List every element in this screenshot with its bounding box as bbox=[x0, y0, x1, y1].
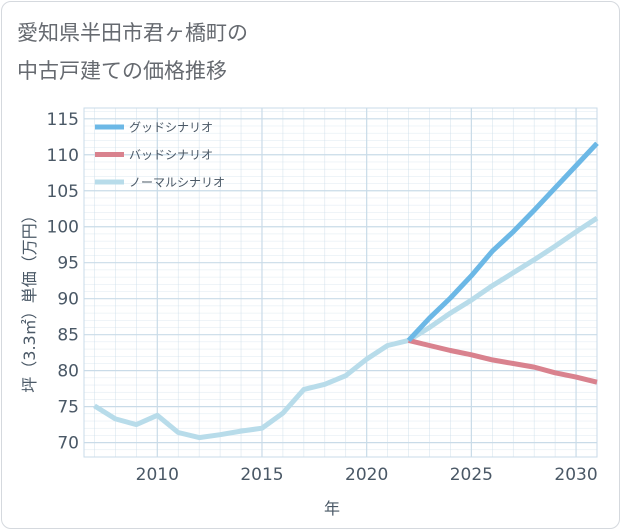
y-tick-label: 95 bbox=[57, 254, 79, 274]
chart-title-line-1: 愛知県半田市君ヶ橋町の bbox=[17, 21, 248, 45]
x-tick-label: 2030 bbox=[554, 465, 597, 485]
series-lines bbox=[93, 141, 599, 441]
y-tick-label: 105 bbox=[47, 182, 79, 202]
grid-lines bbox=[83, 107, 598, 458]
x-axis-ticks: 2010 2015 2020 2025 2030 bbox=[136, 465, 598, 485]
series-line-0 bbox=[406, 141, 599, 343]
chart-title-line-2: 中古戸建ての価格推移 bbox=[17, 59, 227, 83]
y-axis-label: 坪（3.3㎡）単価（万円） bbox=[20, 207, 39, 392]
x-tick-label: 2025 bbox=[450, 465, 493, 485]
y-tick-label: 70 bbox=[57, 434, 79, 454]
x-axis-label: 年 bbox=[324, 499, 340, 518]
chart-title: 愛知県半田市君ヶ橋町の 中古戸建ての価格推移 bbox=[17, 14, 248, 90]
y-tick-label: 115 bbox=[47, 110, 79, 130]
legend-label-0: グッドシナリオ bbox=[129, 121, 213, 135]
y-tick-label: 90 bbox=[57, 290, 79, 310]
x-tick-label: 2015 bbox=[240, 465, 283, 485]
y-tick-label: 110 bbox=[47, 146, 79, 166]
series-line-2 bbox=[93, 216, 599, 441]
series-line-1 bbox=[408, 337, 598, 385]
legend-label-1: バッドシナリオ bbox=[129, 148, 213, 162]
x-tick-label: 2020 bbox=[345, 465, 388, 485]
y-tick-label: 80 bbox=[57, 362, 79, 382]
y-tick-label: 100 bbox=[47, 218, 79, 238]
y-tick-label: 85 bbox=[57, 326, 79, 346]
y-axis-ticks: 70 75 80 85 90 95 100 105 110 115 bbox=[47, 110, 79, 454]
x-tick-label: 2010 bbox=[136, 465, 179, 485]
legend-label-2: ノーマルシナリオ bbox=[129, 176, 225, 190]
y-tick-label: 75 bbox=[57, 398, 79, 418]
